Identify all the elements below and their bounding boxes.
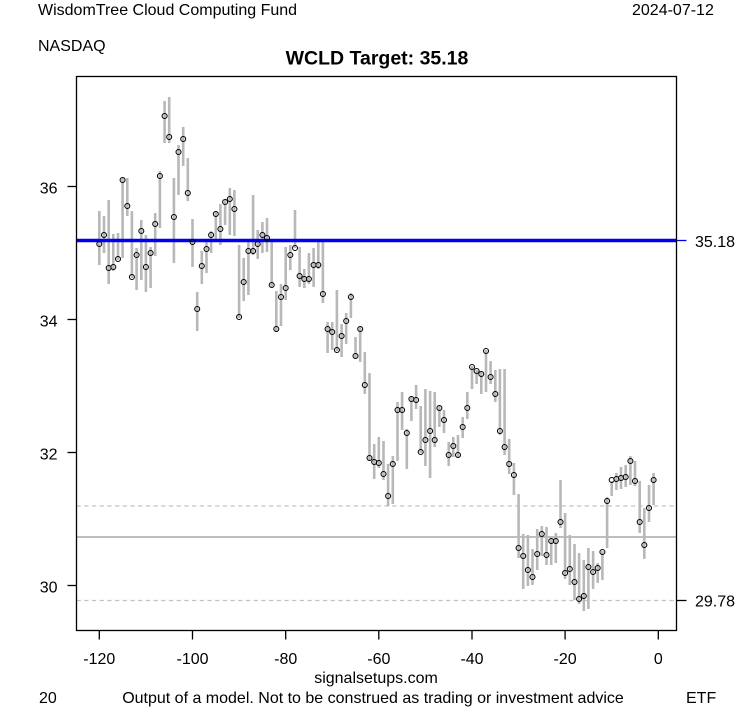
svg-text:-80: -80 [274,651,297,668]
svg-text:-40: -40 [460,651,483,668]
svg-text:-20: -20 [554,651,577,668]
svg-text:34: 34 [40,314,58,331]
svg-text:NASDAQ: NASDAQ [38,38,106,55]
svg-text:29.78: 29.78 [695,594,735,611]
svg-text:WCLD Target: 35.18: WCLD Target: 35.18 [286,48,469,70]
svg-text:WisdomTree Cloud Computing Fun: WisdomTree Cloud Computing Fund [38,2,297,19]
svg-text:35.18: 35.18 [695,234,735,251]
svg-text:36: 36 [40,181,58,198]
svg-text:0: 0 [654,651,663,668]
svg-text:-60: -60 [367,651,390,668]
svg-text:32: 32 [40,447,58,464]
svg-text:-100: -100 [176,651,208,668]
svg-text:ETF: ETF [686,690,716,707]
svg-text:30: 30 [40,580,58,597]
svg-text:Output of a model. Not to be c: Output of a model. Not to be construed a… [122,690,624,707]
svg-text:20: 20 [39,690,57,707]
svg-text:-120: -120 [83,651,115,668]
svg-text:signalsetups.com: signalsetups.com [314,670,438,687]
svg-text:2024-07-12: 2024-07-12 [632,2,714,19]
